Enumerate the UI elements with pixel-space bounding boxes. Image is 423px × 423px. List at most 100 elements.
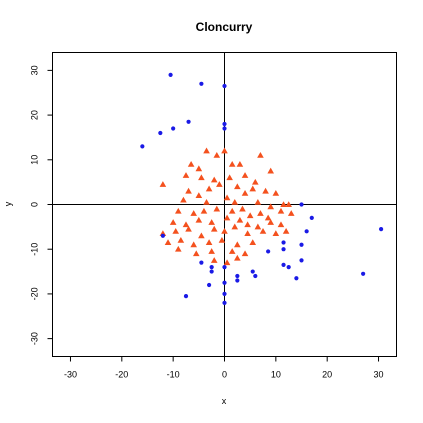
triangle-point <box>221 147 228 154</box>
triangle-point <box>236 216 244 223</box>
circle-point <box>235 273 240 279</box>
y-axis-label: y <box>3 201 13 206</box>
circle-point <box>222 83 227 89</box>
triangle-point <box>187 160 195 167</box>
triangle-point <box>241 250 249 257</box>
triangle-point <box>259 228 267 234</box>
triangle-point <box>267 219 275 225</box>
triangle-point <box>257 210 264 216</box>
triangle-point <box>159 181 167 187</box>
circle-point <box>222 121 227 127</box>
circle-point <box>171 126 176 131</box>
y-axis: -30 -20 -10 0 10 20 30 <box>30 65 53 345</box>
circle-point <box>209 269 214 274</box>
circle-point <box>304 229 309 234</box>
triangle-point <box>264 214 272 221</box>
circle-point <box>361 271 366 276</box>
triangle-point <box>200 207 208 214</box>
circle-point <box>199 81 204 86</box>
circle-point <box>286 264 291 270</box>
circle-point <box>309 215 314 221</box>
y-tick-label: -30 <box>30 332 40 345</box>
triangle-point <box>241 172 249 178</box>
triangle-point <box>185 187 192 194</box>
circle-point <box>235 278 240 283</box>
triangle-point <box>257 152 264 158</box>
triangle-point <box>223 214 231 221</box>
triangle-point <box>195 165 203 172</box>
triangle-point <box>172 228 180 234</box>
x-axis: -30 -20 -10 0 10 20 30 <box>64 356 384 380</box>
triangle-point <box>210 225 218 232</box>
triangle-point <box>254 223 262 230</box>
x-tick-label: 30 <box>374 370 384 380</box>
chart-title: Cloncurry <box>196 20 253 34</box>
triangle-point <box>210 176 218 183</box>
triangle-point <box>287 210 295 216</box>
circle-point <box>299 258 304 263</box>
triangle-point <box>223 194 231 201</box>
circle-point <box>222 280 227 285</box>
triangle-point <box>234 183 241 190</box>
triangle-point <box>228 207 236 214</box>
triangle-point <box>190 210 197 216</box>
y-tick-label: 30 <box>30 65 40 75</box>
circle-point <box>294 276 299 281</box>
circle-point <box>378 226 384 232</box>
triangle-point <box>285 201 292 207</box>
y-tick-label: 10 <box>30 155 40 165</box>
triangle-point <box>195 192 203 199</box>
triangle-point <box>282 228 290 234</box>
triangle-point <box>221 228 228 234</box>
triangle-point <box>228 248 236 254</box>
circle-point <box>281 240 286 245</box>
triangle-point <box>252 178 259 185</box>
y-tick-label: -20 <box>30 287 40 300</box>
triangle-point <box>216 181 223 187</box>
circle-point <box>299 242 304 247</box>
triangle-point <box>169 219 177 225</box>
circle-point <box>186 119 191 124</box>
triangle-point <box>234 254 241 261</box>
circle-point <box>206 282 212 288</box>
circle-point <box>209 264 214 270</box>
triangle-point <box>244 221 251 228</box>
triangle-point <box>280 201 287 207</box>
circle-point <box>266 249 271 254</box>
triangle-point <box>195 216 203 223</box>
triangle-point <box>228 160 236 167</box>
triangle-point <box>239 205 246 212</box>
triangle-point <box>210 257 218 263</box>
circle-point <box>222 126 227 131</box>
triangle-point <box>277 221 285 228</box>
triangle-point <box>213 205 221 212</box>
triangle-point <box>208 219 215 225</box>
circle-point <box>250 269 255 274</box>
triangle-point <box>213 152 221 158</box>
triangle-point <box>208 248 215 254</box>
y-tick-label: -10 <box>30 243 40 256</box>
circle-point <box>299 202 304 207</box>
y-tick-label: 20 <box>30 110 40 120</box>
x-tick-label: -10 <box>167 370 180 380</box>
circle-point <box>168 72 173 77</box>
triangle-point <box>203 147 210 154</box>
triangle-point <box>192 250 200 257</box>
triangle-point <box>177 236 185 243</box>
circle-point <box>160 233 165 238</box>
triangle-point <box>205 185 213 192</box>
triangle-point <box>185 225 192 232</box>
triangle-point <box>198 174 205 181</box>
triangle-point <box>249 239 257 245</box>
y-tick-label: 0 <box>30 202 40 207</box>
triangle-point <box>164 239 172 245</box>
circle-point <box>222 291 227 297</box>
circle-point <box>222 300 227 305</box>
triangle-point <box>182 221 190 228</box>
triangle-point <box>180 196 187 203</box>
circle-point <box>253 273 258 279</box>
triangle-point <box>241 190 249 196</box>
triangle-point <box>231 198 239 205</box>
